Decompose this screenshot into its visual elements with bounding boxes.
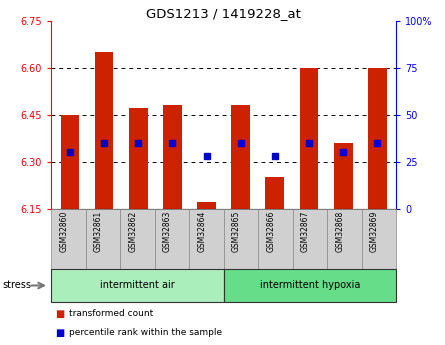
Text: GSM32865: GSM32865 <box>232 210 241 252</box>
Bar <box>189 209 224 269</box>
Bar <box>120 209 155 269</box>
Bar <box>95 52 113 209</box>
Bar <box>231 105 250 209</box>
Bar <box>362 209 396 269</box>
Text: GSM32862: GSM32862 <box>129 210 138 252</box>
Bar <box>51 209 86 269</box>
Bar <box>299 68 318 209</box>
Bar <box>129 108 148 209</box>
Text: ■: ■ <box>56 328 65 338</box>
Bar <box>368 68 387 209</box>
Text: ■: ■ <box>56 309 65 319</box>
Text: GSM32867: GSM32867 <box>301 210 310 252</box>
Text: GSM32860: GSM32860 <box>60 210 69 252</box>
Text: stress: stress <box>2 280 31 290</box>
Bar <box>86 209 120 269</box>
Text: percentile rank within the sample: percentile rank within the sample <box>69 328 222 337</box>
Text: GSM32863: GSM32863 <box>163 210 172 252</box>
Bar <box>155 209 189 269</box>
Bar <box>61 115 79 209</box>
Bar <box>163 105 182 209</box>
Bar <box>265 177 284 209</box>
Bar <box>293 209 327 269</box>
Bar <box>197 203 216 209</box>
Text: intermittent hypoxia: intermittent hypoxia <box>259 280 360 290</box>
Text: GSM32869: GSM32869 <box>370 210 379 252</box>
Bar <box>327 209 362 269</box>
Title: GDS1213 / 1419228_at: GDS1213 / 1419228_at <box>146 7 301 20</box>
Text: GSM32864: GSM32864 <box>198 210 206 252</box>
Text: transformed count: transformed count <box>69 309 153 318</box>
Bar <box>258 209 293 269</box>
Text: GSM32861: GSM32861 <box>94 210 103 252</box>
Bar <box>224 209 258 269</box>
Text: intermittent air: intermittent air <box>100 280 175 290</box>
Bar <box>334 143 352 209</box>
Text: GSM32866: GSM32866 <box>267 210 275 252</box>
Text: GSM32868: GSM32868 <box>336 210 344 252</box>
